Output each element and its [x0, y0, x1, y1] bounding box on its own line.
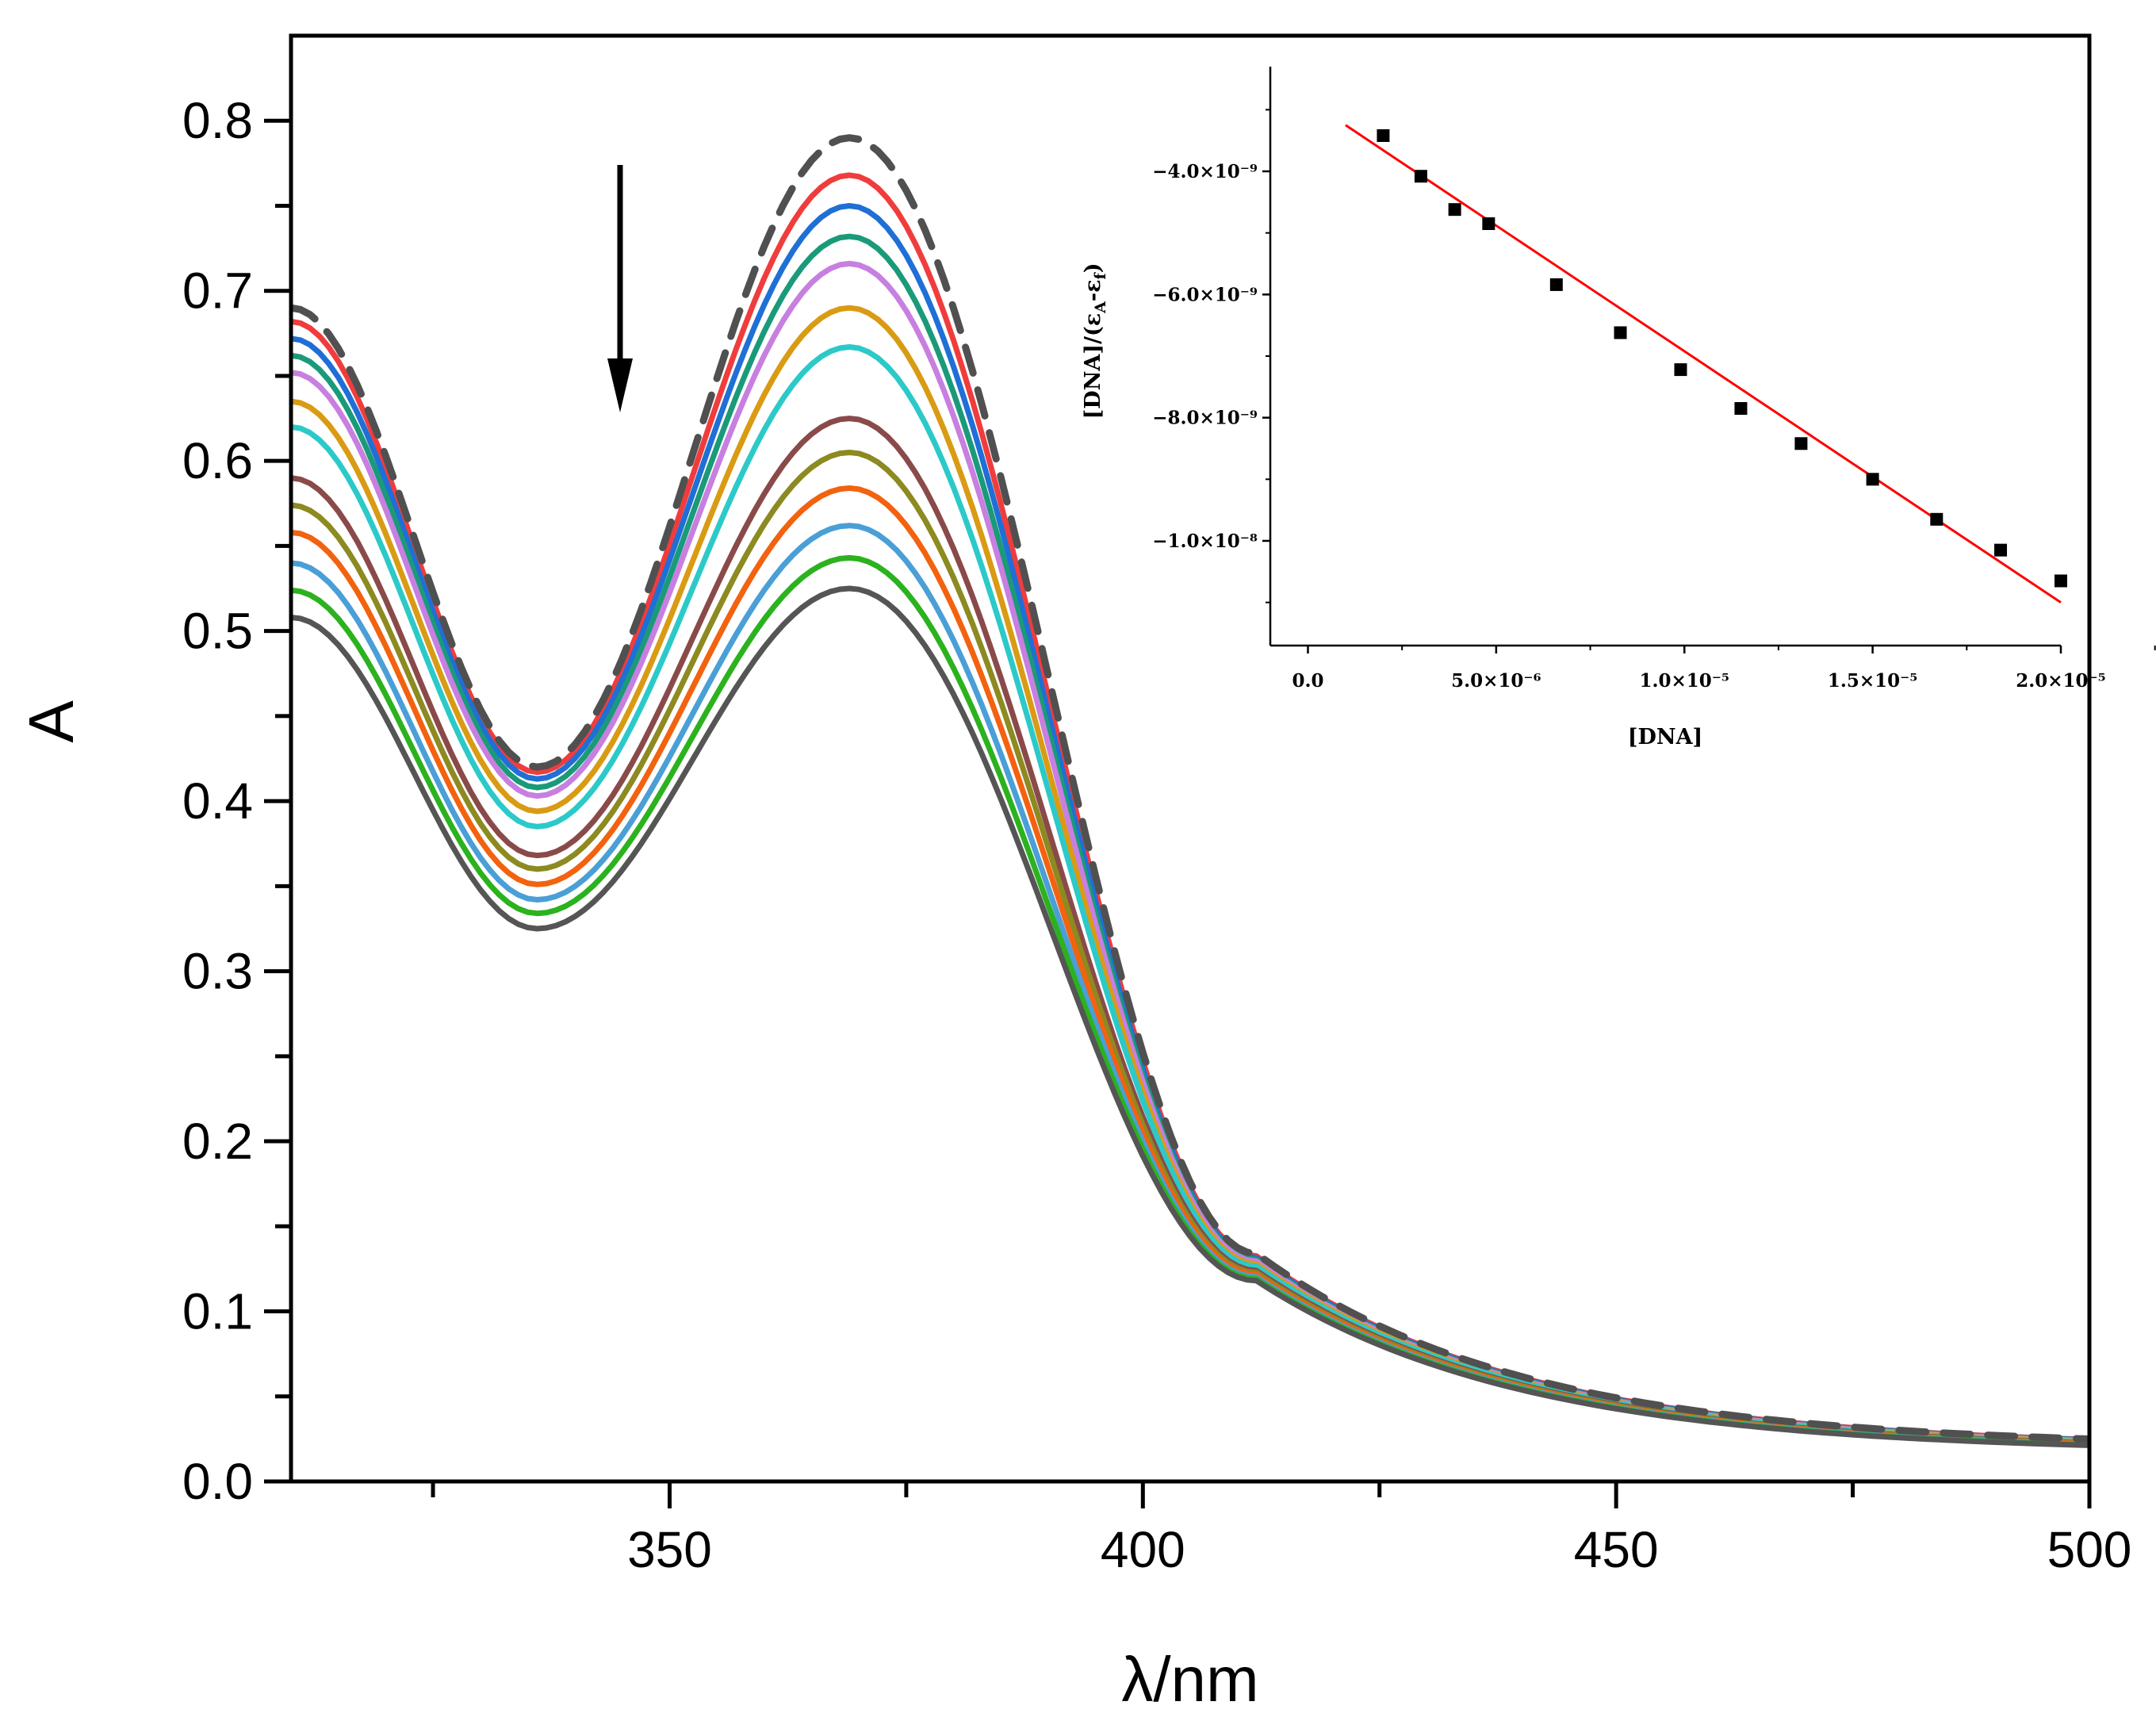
inset-x-tick-label: 0.0 [1292, 670, 1323, 692]
inset-ylabel-prefix: [DNA]/(ε [1081, 313, 1105, 420]
main-y-tick-label: 0.1 [182, 1283, 253, 1340]
main-absorbance-plot: 350 400 450 500 0.0 0.1 0.2 0.3 0.4 0.5 0.6 0.7 0.8… [16, 33, 2132, 1715]
main-y-tick-label: 0.8 [182, 92, 253, 149]
main-y-tick-label: 0.2 [182, 1113, 253, 1170]
main-x-tick-label: 450 [1574, 1521, 1659, 1578]
inset-plot: 0.0 5.0×10⁻⁶ 1.0×10⁻⁵ 1.5×10⁻⁵ 2.0×10⁻⁵ −4.0… [1081, 67, 2156, 749]
main-y-tick-label: 0.4 [182, 772, 253, 830]
main-x-tick-label: 350 [627, 1521, 712, 1578]
inset-x-axis-title: [DNA] [1628, 725, 1703, 749]
main-y-tick-label: 0.6 [182, 432, 253, 489]
inset-y-tick-label: −8.0×10⁻⁹ [1152, 408, 1258, 429]
spectra-curves [291, 134, 2089, 1448]
main-y-tick-label: 0.5 [182, 603, 253, 660]
inset-y-axis-title: [DNA]/(εA-εf) [1081, 263, 1109, 420]
inset-data-point [1614, 326, 1627, 339]
inset-marks [1345, 124, 2067, 604]
inset-data-point [1549, 278, 1563, 291]
main-x-axis: 350 400 450 500 [431, 1481, 2132, 1578]
inset-y-axis: −4.0×10⁻⁹ −6.0×10⁻⁹ −8.0×10⁻⁹ −1.0×10⁻⁸ [1152, 109, 1270, 604]
main-x-axis-title: λ/nm [1121, 1644, 1258, 1715]
inset-ylabel-sub-a: A [1092, 301, 1109, 314]
inset-data-point [1930, 512, 1943, 526]
inset-data-point [1734, 402, 1748, 416]
main-y-axis: 0.0 0.1 0.2 0.3 0.4 0.5 0.6 0.7 0.8 [182, 92, 291, 1510]
inset-data-point [2055, 574, 2067, 588]
down-arrow-icon [607, 165, 633, 412]
main-x-tick-label: 500 [2047, 1521, 2132, 1578]
main-y-tick-label: 0.7 [182, 263, 253, 320]
inset-data-point [1674, 363, 1687, 377]
inset-data-point [1866, 473, 1879, 486]
main-y-tick-label: 0.0 [182, 1453, 253, 1510]
inset-data-point [1994, 543, 2008, 557]
inset-ylabel-suffix: ) [1081, 263, 1105, 274]
inset-x-tick-label: 1.5×10⁻⁵ [1828, 670, 1918, 692]
inset-data-point [1377, 128, 1390, 142]
inset-ylabel-sub-f: f [1092, 271, 1109, 279]
inset-y-tick-label: −1.0×10⁻⁸ [1152, 531, 1258, 552]
inset-data-point [1448, 203, 1461, 217]
spectrum-line-0 [291, 134, 2089, 1443]
inset-data-point [1482, 217, 1495, 231]
main-plot-frame [289, 33, 2092, 1484]
inset-y-tick-label: −6.0×10⁻⁹ [1152, 284, 1258, 305]
main-x-tick-label: 400 [1101, 1521, 1185, 1578]
inset-ylabel-middle: -ε [1081, 279, 1105, 301]
inset-data-point [1794, 437, 1808, 450]
main-y-axis-title: A [16, 700, 86, 743]
inset-x-axis: 0.0 5.0×10⁻⁶ 1.0×10⁻⁵ 1.5×10⁻⁵ 2.0×10⁻⁵ [1292, 646, 2156, 692]
inset-x-tick-label: 2.0×10⁻⁵ [2016, 670, 2106, 692]
inset-x-tick-label: 5.0×10⁻⁶ [1451, 670, 1541, 692]
inset-x-tick-label: 1.0×10⁻⁵ [1639, 670, 1729, 692]
spectrum-line-12 [291, 585, 2089, 1448]
inset-data-point [1414, 170, 1427, 183]
main-y-tick-label: 0.3 [182, 943, 253, 1000]
inset-y-tick-label: −4.0×10⁻⁹ [1152, 161, 1258, 182]
